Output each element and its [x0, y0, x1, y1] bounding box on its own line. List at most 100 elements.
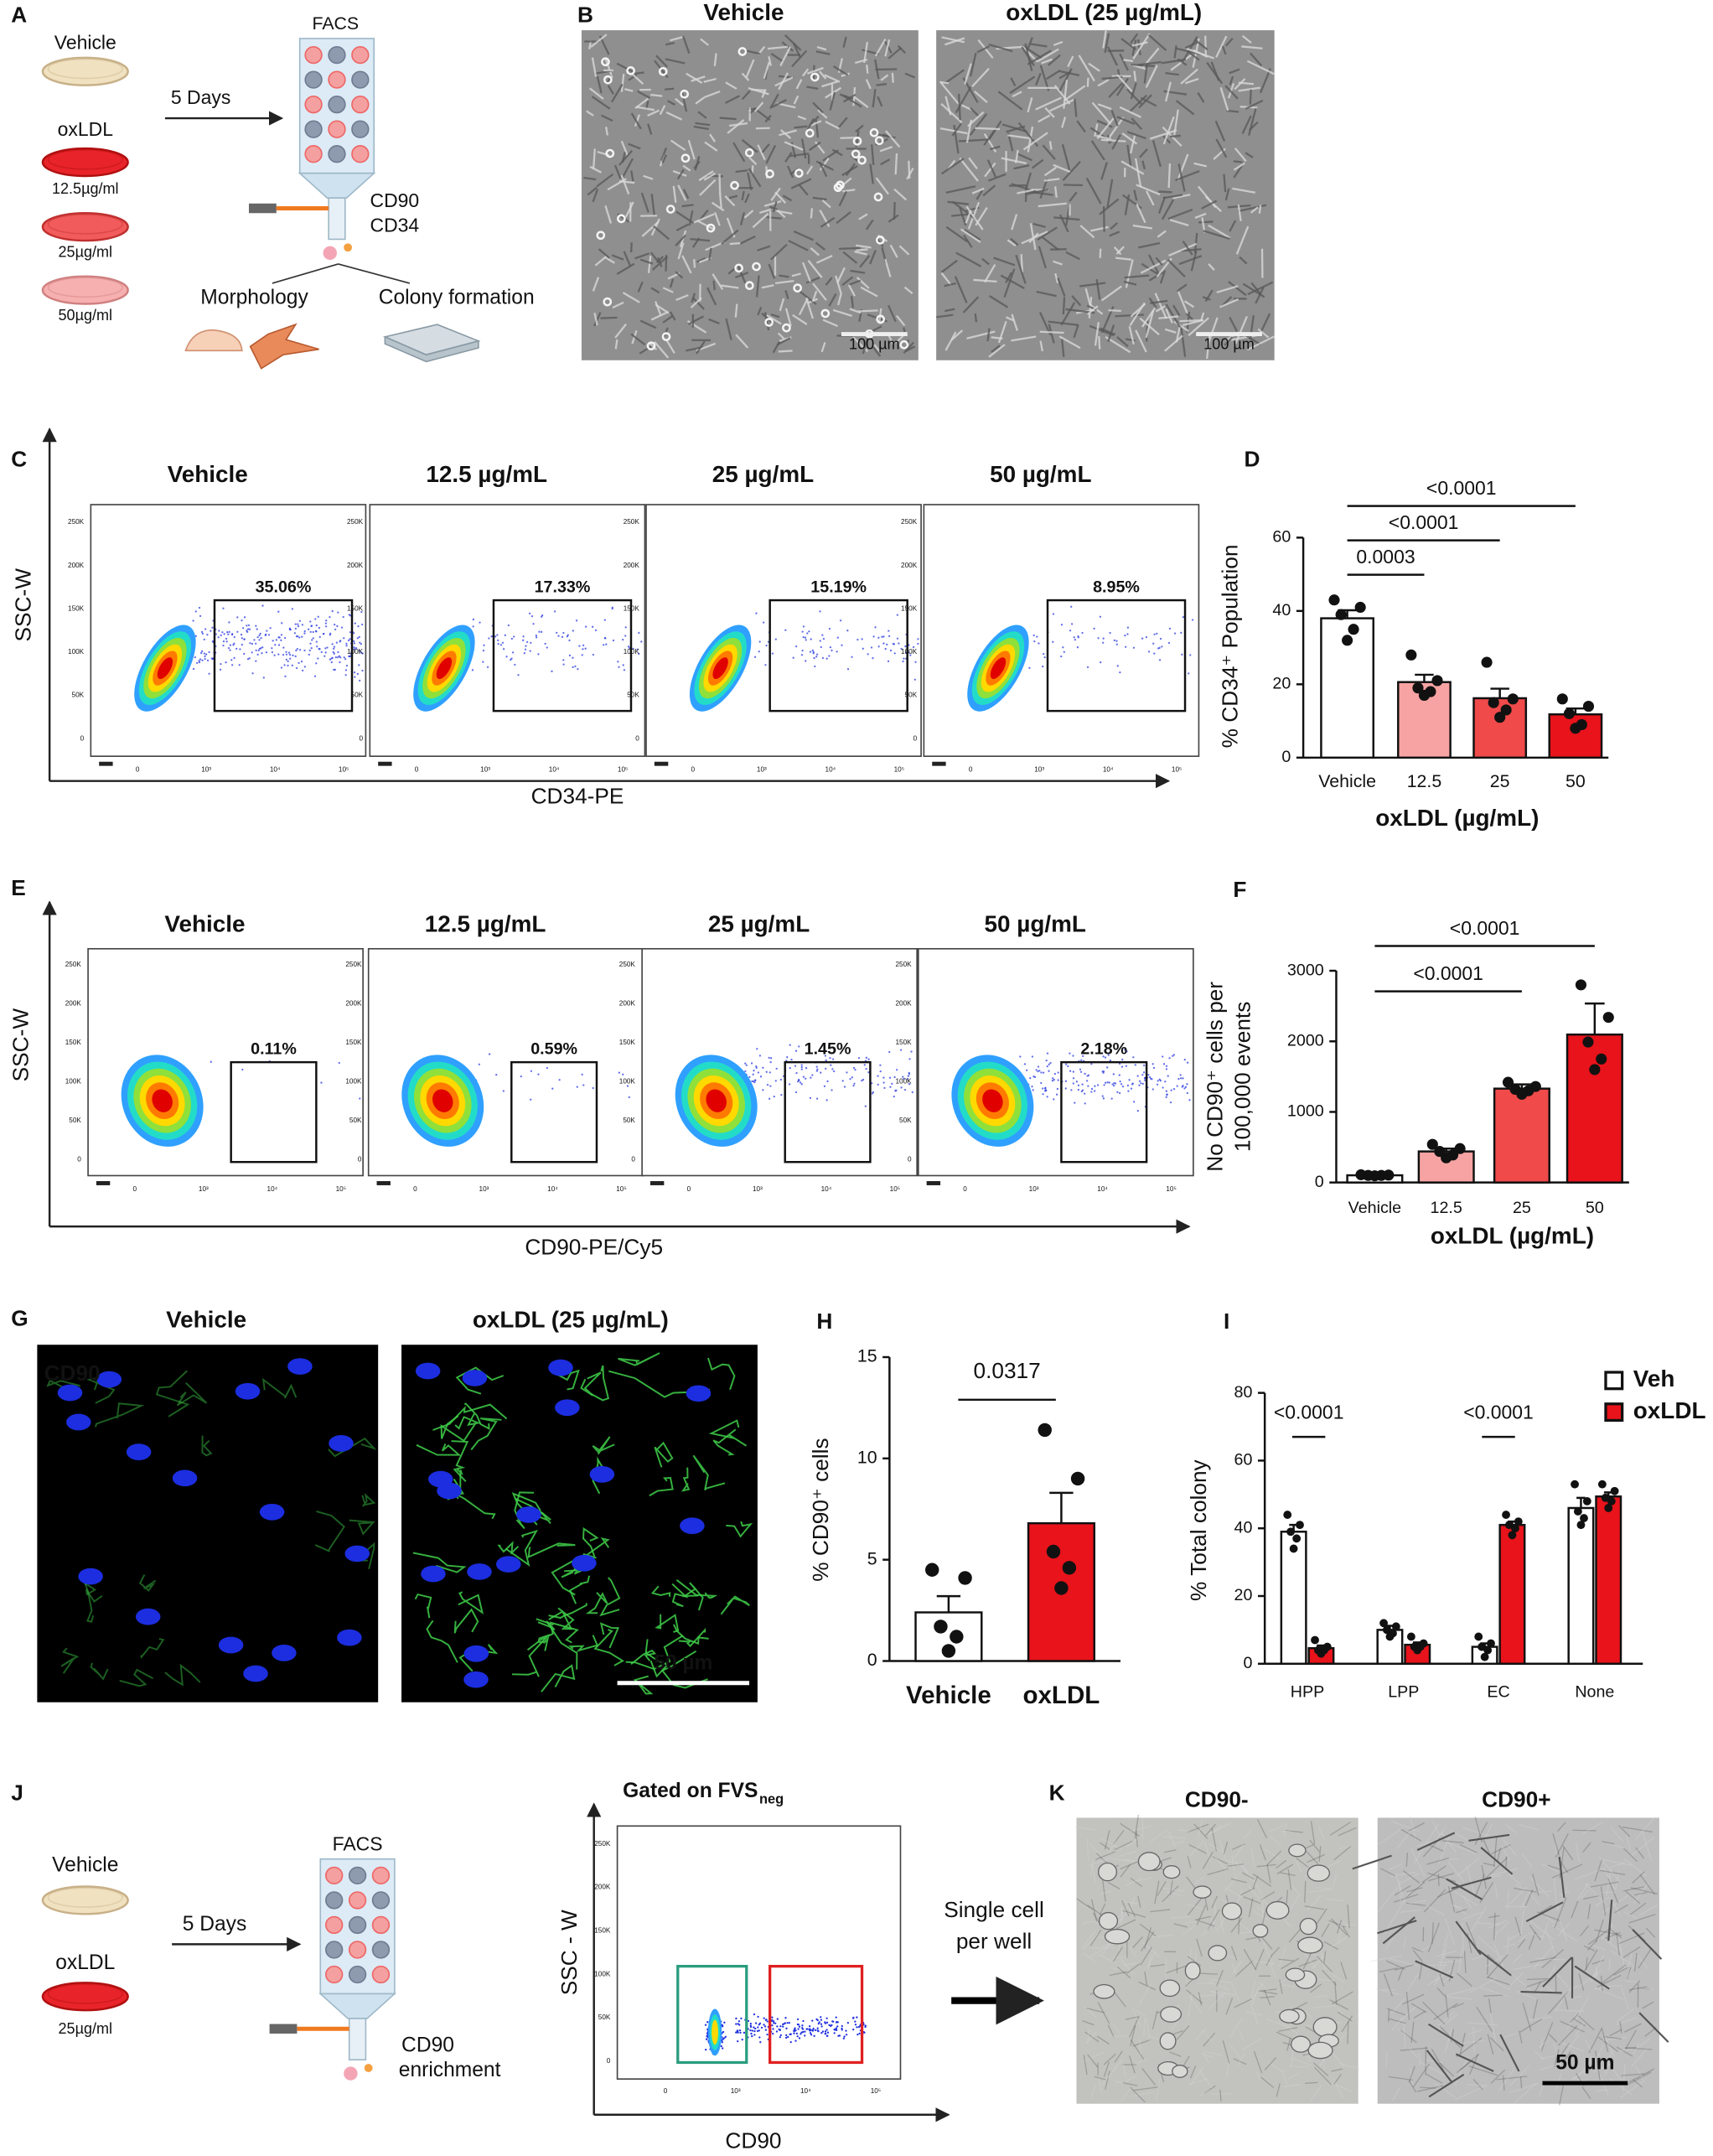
event — [759, 640, 761, 642]
event — [196, 662, 198, 664]
event — [1148, 650, 1150, 652]
event — [1119, 671, 1120, 673]
texture — [720, 118, 737, 120]
event — [201, 631, 203, 633]
event — [334, 653, 335, 655]
event — [324, 647, 326, 649]
event — [345, 674, 347, 676]
event — [826, 658, 828, 660]
flow-tick: 0 — [691, 766, 696, 774]
event — [335, 656, 337, 658]
tube-cell — [352, 96, 369, 113]
flow-tick: 150K — [901, 604, 918, 612]
event — [603, 644, 604, 645]
event — [207, 660, 209, 661]
event — [1044, 656, 1046, 658]
event — [302, 624, 303, 625]
event — [888, 661, 889, 662]
event — [856, 639, 858, 640]
event — [313, 631, 314, 633]
event — [805, 639, 807, 640]
event — [333, 648, 334, 650]
flow-tick: 10⁵ — [1172, 766, 1183, 774]
event — [483, 645, 484, 646]
label: Vehicle — [168, 461, 248, 487]
event — [236, 616, 238, 618]
event — [311, 647, 313, 649]
event — [247, 628, 249, 630]
texture — [1134, 71, 1136, 81]
event — [258, 650, 260, 651]
event — [336, 642, 338, 644]
event — [233, 643, 235, 645]
event — [281, 666, 282, 668]
event — [1114, 640, 1115, 641]
event — [313, 637, 314, 639]
event — [1189, 654, 1191, 656]
flow-axis-mark — [99, 762, 112, 766]
panel-label: B — [577, 3, 593, 28]
event — [336, 625, 338, 627]
event — [228, 647, 230, 649]
event — [562, 632, 564, 634]
tube-cell — [305, 47, 322, 64]
panel-label: I — [1224, 1309, 1229, 1334]
event — [284, 637, 286, 639]
event — [272, 640, 274, 641]
event — [585, 625, 587, 627]
event — [359, 636, 360, 638]
flow-tick: 150K — [347, 604, 364, 612]
flow-tick: 100K — [901, 648, 918, 656]
label: Vehicle — [54, 32, 116, 54]
event — [582, 648, 583, 650]
event — [813, 651, 815, 653]
label: oxLDL — [58, 118, 113, 140]
event — [315, 630, 317, 632]
event — [1153, 634, 1155, 635]
event — [487, 666, 489, 668]
flow-tick: 10⁴ — [1103, 766, 1114, 774]
event — [840, 619, 841, 621]
event — [806, 632, 808, 634]
event — [1043, 653, 1044, 655]
event — [885, 648, 887, 650]
label: 50 µg/mL — [990, 461, 1091, 487]
event — [894, 652, 896, 654]
flow-tick: 100K — [68, 648, 85, 656]
label: oxLDL (25 µg/mL) — [1006, 0, 1202, 25]
event — [526, 641, 528, 643]
event — [285, 651, 287, 653]
event — [339, 640, 340, 642]
texture — [631, 242, 632, 252]
flow-tick: 10⁵ — [339, 766, 349, 774]
event — [286, 659, 287, 661]
event — [795, 645, 797, 647]
event — [255, 625, 256, 627]
event — [292, 608, 293, 609]
event — [289, 628, 291, 630]
tube-cell — [305, 146, 322, 163]
event — [325, 622, 327, 624]
event — [1124, 635, 1126, 636]
flow-tick: 150K — [68, 604, 85, 612]
flow-tick: 0 — [969, 766, 973, 774]
event — [326, 646, 328, 648]
event — [1081, 632, 1083, 634]
event — [311, 625, 313, 626]
flow-axis-mark — [96, 1181, 110, 1185]
panel-label: E — [11, 875, 25, 900]
event — [239, 648, 241, 650]
event — [251, 643, 253, 645]
event — [201, 650, 203, 652]
event — [357, 673, 359, 675]
event — [1160, 638, 1162, 640]
event — [1033, 635, 1035, 636]
texture — [1050, 249, 1067, 250]
event — [1053, 613, 1054, 614]
event — [311, 639, 313, 640]
event — [530, 642, 531, 644]
event — [204, 656, 205, 657]
event — [775, 638, 777, 640]
event — [505, 656, 507, 657]
event — [225, 640, 227, 642]
